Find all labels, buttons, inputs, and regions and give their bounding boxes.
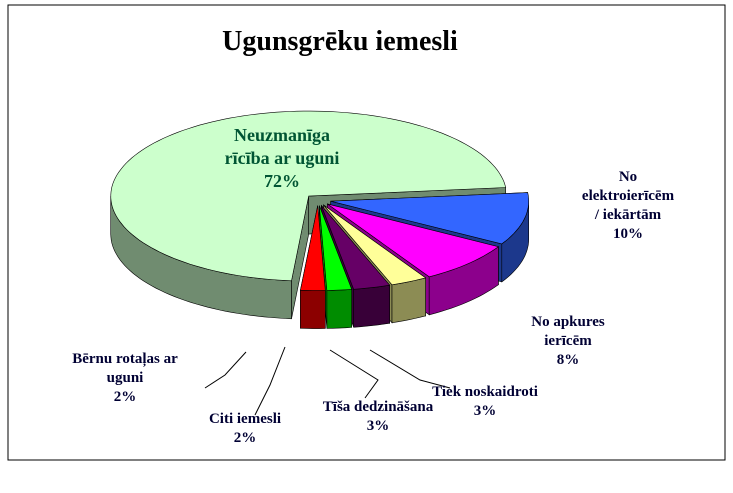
leader-line — [329, 349, 379, 399]
category-label: No apkures ierīcēm — [531, 314, 605, 349]
category-label: Neuzmanīga rīcība ar uguni — [224, 125, 340, 168]
data-label: Tīša dedzināšana 3% — [323, 398, 433, 436]
slice-top — [110, 110, 507, 282]
data-label: Neuzmanīga rīcība ar uguni 72% — [225, 124, 340, 193]
category-label: Citi iemesli — [208, 411, 282, 427]
data-label: Tiek noskaidroti 3% — [432, 383, 538, 421]
leader-line — [254, 346, 286, 416]
pie — [110, 110, 530, 329]
data-label: No elektroierīcēm / iekārtām 10% — [576, 168, 681, 244]
slice-top — [319, 205, 353, 291]
category-label: No elektroierīcēm / iekārtām — [581, 169, 675, 223]
leader-lines — [204, 346, 451, 416]
leader-line — [204, 351, 247, 389]
category-label: Tiek noskaidroti — [432, 384, 538, 400]
slice-wall — [326, 289, 353, 329]
slice-wall — [353, 284, 391, 328]
chart-title: Ugunsgrēku iemesli — [222, 26, 458, 57]
slice-top — [323, 204, 427, 286]
slice-wall — [391, 277, 426, 324]
value-label: 8% — [556, 352, 580, 368]
value-label: 10% — [613, 226, 643, 242]
data-label: No apkures ierīcēm 8% — [531, 313, 605, 370]
pie-slice — [318, 205, 353, 329]
slice-top — [330, 192, 530, 245]
value-label: 3% — [473, 403, 497, 419]
leader-line — [369, 349, 451, 389]
slice-top — [300, 205, 326, 291]
value-label: 72% — [263, 171, 300, 191]
category-label: Tīša dedzināšana — [322, 399, 434, 415]
value-label: 2% — [233, 430, 257, 446]
slice-top — [321, 205, 391, 290]
category-label: Bērnu rotaļas ar uguni — [72, 351, 178, 386]
value-label: 3% — [366, 418, 390, 434]
data-label: Bērnu rotaļas ar uguni 2% — [72, 350, 178, 407]
slice-top — [327, 203, 500, 278]
pie-slice — [300, 205, 326, 329]
value-label: 2% — [113, 389, 137, 405]
slice-wall — [300, 289, 326, 329]
data-label: Citi iemesli 2% — [209, 410, 281, 448]
